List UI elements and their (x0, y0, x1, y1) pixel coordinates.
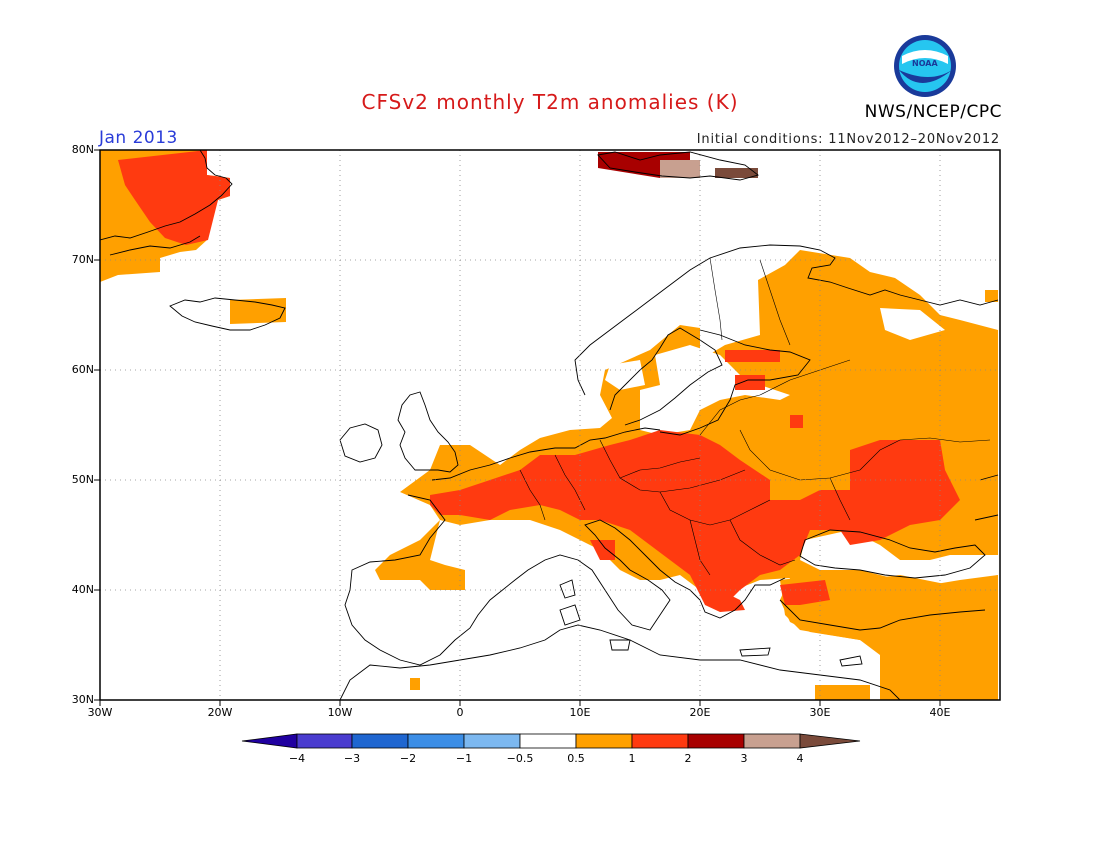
colorbar-label: −4 (288, 752, 306, 765)
country-borders (519, 257, 991, 576)
colorbar-bin-minus3-minus2 (351, 733, 409, 749)
colorbar-label: 3 (740, 752, 748, 765)
colorbar-label: −3 (343, 752, 361, 765)
colorbar-label: −1 (455, 752, 473, 765)
colorbar-bin-minus05-05 (519, 733, 577, 749)
lat-label-40n: 40N (71, 583, 94, 596)
lon-label-0: 0 (456, 706, 464, 719)
anomaly-fill (100, 150, 998, 700)
colorbar (241, 733, 861, 749)
colorbar-bin-1-2 (631, 733, 689, 749)
map-frame (99, 149, 1001, 701)
axis-ticks (94, 149, 941, 706)
graticule (100, 150, 1000, 700)
colorbar-bin-above-4 (799, 733, 861, 749)
lon-label-30w: 30W (87, 706, 113, 719)
lat-label-50n: 50N (71, 473, 94, 486)
lat-label-70n: 70N (71, 253, 94, 266)
colorbar-bin-minus1-minus05 (463, 733, 521, 749)
initial-conditions: Initial conditions: 11Nov2012–20Nov2012 (696, 132, 1000, 147)
colorbar-label: 2 (684, 752, 692, 765)
lon-label-10e: 10E (569, 706, 591, 719)
colorbar-bin-2-3 (687, 733, 745, 749)
colorbar-label: 1 (628, 752, 636, 765)
colorbar-label: −0.5 (506, 752, 534, 765)
lon-label-10w: 10W (327, 706, 353, 719)
colorbar-label: 0.5 (567, 752, 585, 765)
colorbar-bin-05-1 (575, 733, 633, 749)
lat-label-60n: 60N (71, 363, 94, 376)
colorbar-label: 4 (796, 752, 804, 765)
lon-label-20e: 20E (689, 706, 711, 719)
noaa-logo-text: NOAA (912, 59, 938, 68)
noaa-logo (894, 35, 956, 97)
lat-label-80n: 80N (71, 143, 94, 156)
colorbar-bin-minus4-minus3 (296, 733, 353, 749)
colorbar-label: −2 (399, 752, 417, 765)
lon-label-40e: 40E (929, 706, 951, 719)
colorbar-bin-3-4 (743, 733, 801, 749)
lat-label-30n: 30N (71, 693, 94, 706)
colorbar-bin-minus2-minus1 (407, 733, 465, 749)
lon-label-30e: 30E (809, 706, 831, 719)
agency-label: NWS/NCEP/CPC (864, 102, 1002, 122)
lon-label-20w: 20W (207, 706, 233, 719)
forecast-month: Jan 2013 (99, 128, 178, 148)
map-title: CFSv2 monthly T2m anomalies (K) (361, 90, 739, 114)
colorbar-bin-below-minus4 (241, 733, 298, 749)
